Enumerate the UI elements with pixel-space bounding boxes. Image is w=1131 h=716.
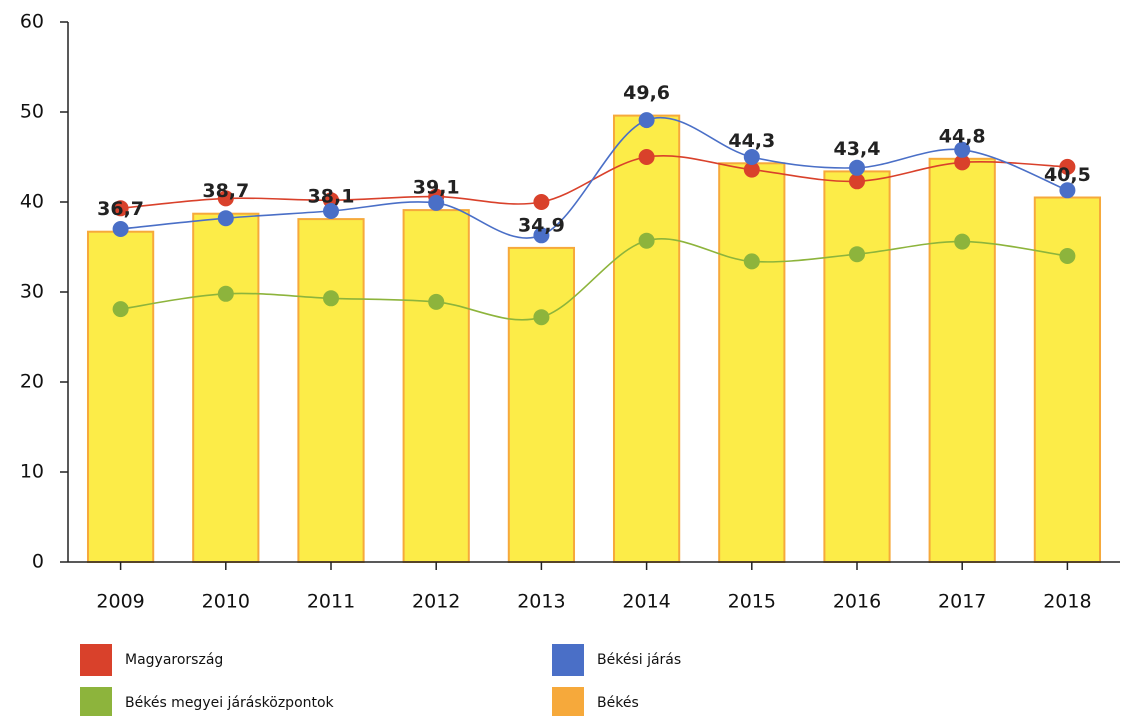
- data-label: 44,8: [939, 125, 986, 147]
- x-tick-label: 2010: [202, 591, 250, 613]
- marker: [954, 141, 971, 158]
- legend-label: Békés: [597, 695, 639, 711]
- y-tick-label: 40: [20, 191, 44, 213]
- legend-label: Magyarország: [125, 652, 223, 668]
- legend-swatch: [80, 644, 112, 676]
- marker: [533, 194, 550, 210]
- data-label: 49,6: [623, 82, 670, 104]
- marker: [533, 309, 550, 326]
- x-tick-label: 2012: [412, 591, 460, 613]
- x-tick-label: 2011: [307, 591, 355, 613]
- line: [120, 116, 1068, 239]
- bar: [612, 114, 681, 563]
- bar: [402, 209, 470, 563]
- x-tick-label: 2009: [96, 591, 144, 613]
- legend-swatch: [552, 687, 584, 716]
- legend-swatch: [80, 687, 112, 716]
- line: [120, 154, 1068, 210]
- bar: [928, 157, 996, 564]
- marker: [743, 149, 760, 165]
- marker: [112, 221, 129, 237]
- marker: [533, 227, 550, 244]
- x-tick-label: 2016: [833, 591, 881, 613]
- marker: [638, 149, 655, 165]
- marker: [743, 253, 760, 270]
- marker: [217, 285, 234, 302]
- marker: [323, 203, 339, 219]
- legend-swatch: [552, 644, 584, 676]
- legend-label: Békési járás: [597, 652, 681, 668]
- marker: [428, 293, 445, 310]
- bar: [192, 212, 260, 563]
- marker: [849, 173, 865, 190]
- data-label: 38,7: [202, 180, 249, 202]
- marker: [112, 301, 129, 318]
- bar: [507, 246, 576, 563]
- marker: [954, 233, 971, 250]
- marker: [954, 154, 971, 171]
- line: [120, 238, 1068, 321]
- x-tick-label: 2018: [1043, 591, 1091, 613]
- marker: [217, 190, 234, 207]
- marker: [638, 232, 655, 249]
- marker: [1059, 182, 1076, 199]
- x-tick-label: 2017: [938, 591, 986, 613]
- data-label: 36,7: [97, 198, 144, 220]
- x-tick-label: 2014: [622, 591, 670, 613]
- marker: [743, 161, 760, 178]
- bar: [823, 170, 891, 563]
- y-tick-label: 20: [20, 371, 44, 393]
- y-tick-label: 10: [20, 461, 44, 483]
- marker: [1059, 248, 1076, 264]
- marker: [112, 200, 129, 217]
- data-label: 39,1: [413, 177, 460, 199]
- y-tick-label: 60: [20, 11, 44, 33]
- marker: [849, 246, 865, 263]
- legend-label: Békés megyei járásközpontok: [125, 695, 335, 711]
- marker: [1059, 158, 1076, 175]
- data-label: 43,4: [834, 138, 881, 160]
- data-label: 38,1: [308, 186, 355, 208]
- y-tick-label: 30: [20, 281, 44, 303]
- bar: [86, 230, 155, 563]
- data-label: 44,3: [728, 130, 775, 152]
- bar: [718, 162, 786, 564]
- marker: [217, 210, 234, 227]
- x-tick-label: 2013: [517, 591, 565, 613]
- marker: [323, 290, 339, 307]
- bar: [297, 218, 365, 563]
- y-tick-label: 0: [32, 551, 44, 573]
- x-tick-label: 2015: [728, 591, 776, 613]
- data-label: 34,9: [518, 214, 565, 236]
- marker: [638, 112, 655, 129]
- marker: [428, 194, 445, 211]
- marker: [849, 159, 865, 176]
- y-tick-label: 50: [20, 101, 44, 123]
- data-label: 40,5: [1044, 164, 1091, 186]
